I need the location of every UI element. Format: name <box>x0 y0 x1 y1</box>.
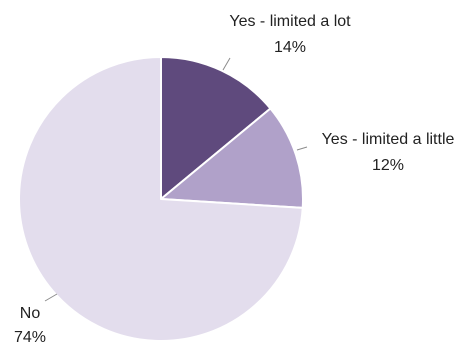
slice-label-no: No <box>20 305 41 322</box>
slice-value-limited-a-lot: 14% <box>274 39 306 56</box>
slice-label-limited-a-lot: Yes - limited a lot <box>229 13 351 30</box>
leader-line-limited-a-little <box>297 147 307 150</box>
leader-line-limited-a-lot <box>223 58 230 70</box>
slice-label-limited-a-little: Yes - limited a little <box>322 131 455 148</box>
leader-line-no <box>45 294 57 301</box>
pie-slices <box>19 57 303 341</box>
slice-value-limited-a-little: 12% <box>372 157 404 174</box>
slice-value-no: 74% <box>14 329 46 346</box>
